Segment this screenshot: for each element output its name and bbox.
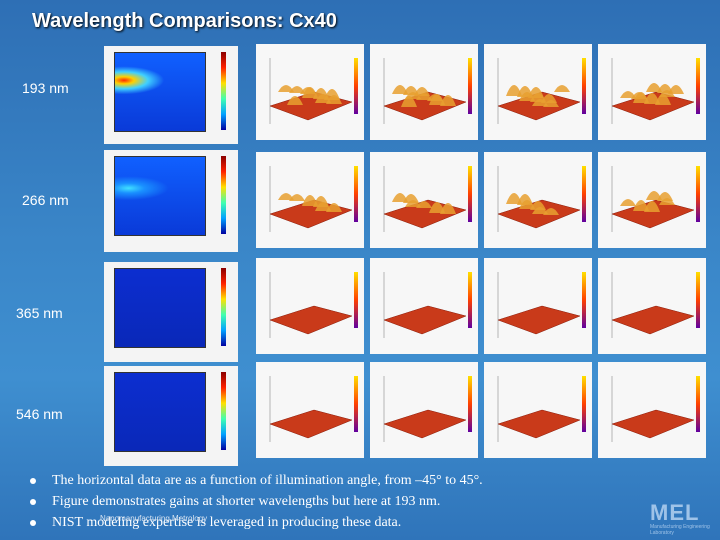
surface-plot-thumbnail (370, 152, 478, 248)
bullet-list: The horizontal data are as a function of… (30, 470, 483, 533)
surface-plot-thumbnail (370, 362, 478, 458)
bullet-item: Figure demonstrates gains at shorter wav… (30, 491, 483, 512)
surface-plot-thumbnail (598, 152, 706, 248)
surface-plot-thumbnail (598, 258, 706, 354)
bullet-item: NIST modeling expertise is leveraged in … (30, 512, 483, 533)
mel-logo-subtitle: Manufacturing Engineering Laboratory (650, 524, 710, 536)
row-label-365: 365 nm (16, 305, 63, 321)
footer-text: Nanomanufacturing Metrology (100, 514, 208, 523)
surface-plot-thumbnail (370, 258, 478, 354)
surface-plot-thumbnail (484, 258, 592, 354)
surface-plot-thumbnail (484, 44, 592, 140)
surface-plot-thumbnail (370, 44, 478, 140)
surface-plot-thumbnail (256, 44, 364, 140)
bullet-icon (30, 498, 36, 505)
row-label-266: 266 nm (22, 192, 69, 208)
bullet-icon (30, 519, 36, 526)
surface-plot-thumbnail (484, 362, 592, 458)
bullet-item: The horizontal data are as a function of… (30, 470, 483, 491)
heatmap-365 (104, 262, 238, 362)
heatmap-546 (104, 366, 238, 466)
bullet-icon (30, 477, 36, 484)
mel-logo: MEL (650, 500, 700, 525)
surface-plot-thumbnail (256, 258, 364, 354)
row-label-546: 546 nm (16, 406, 63, 422)
row-label-193: 193 nm (22, 80, 69, 96)
surface-plot-thumbnail (256, 152, 364, 248)
surface-plot-thumbnail (484, 152, 592, 248)
surface-plot-thumbnail (598, 362, 706, 458)
heatmap-193 (104, 46, 238, 144)
heatmap-266 (104, 150, 238, 252)
surface-plot-thumbnail (256, 362, 364, 458)
slide-title: Wavelength Comparisons: Cx40 (32, 10, 337, 32)
surface-plot-thumbnail (598, 44, 706, 140)
